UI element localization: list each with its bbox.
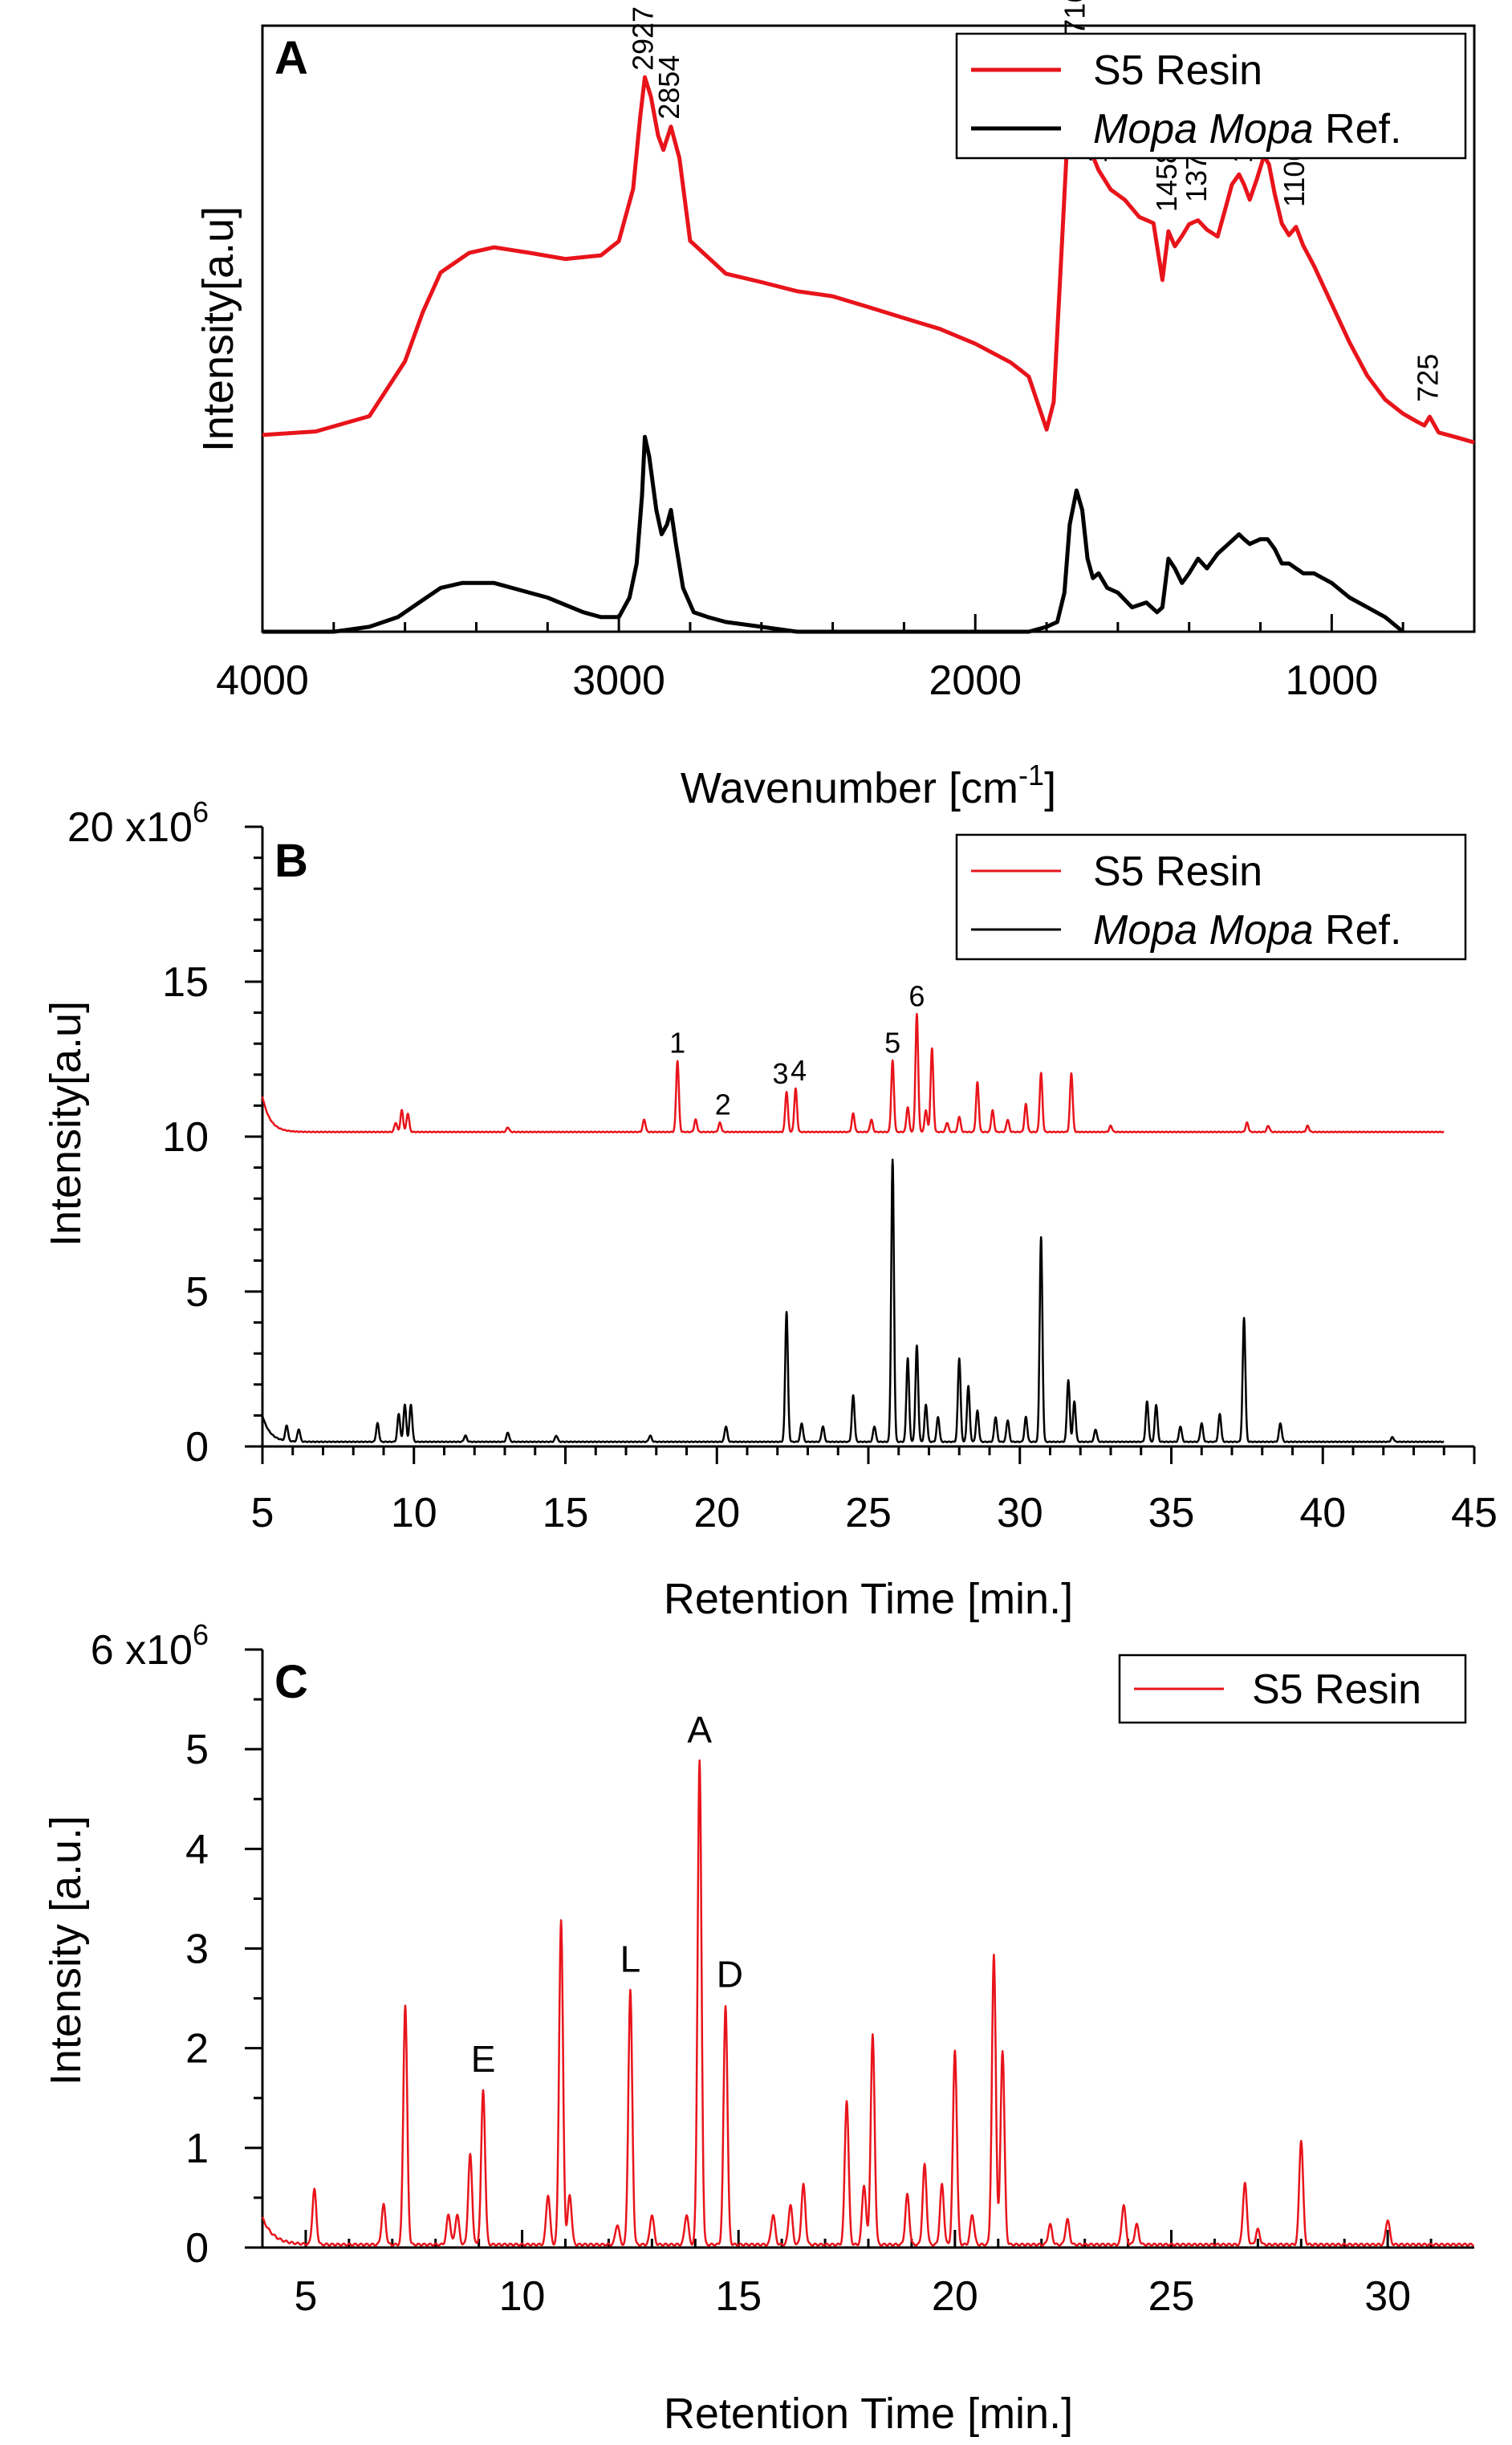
panel-b-xlabel: Retention Time [min.] [664,1575,1073,1623]
panel-c-x-tick-label: 25 [1148,2273,1195,2320]
panel-b-peak-label: 5 [884,1026,900,1059]
panel-b-y-tick-label: 5 [185,1269,209,1316]
panel-c-peak-label: D [717,1953,743,1995]
legend-label-s5-resin: S5 Resin [1093,848,1262,895]
panel-b-y-exponent: 6 [193,795,209,828]
panel-a-x-tick-label: 3000 [572,657,665,704]
panel-a-x-tick-label: 1000 [1286,657,1379,704]
panel-c-peak-label: A [687,1709,712,1751]
panel-b-y-tick-label: 15 [162,959,209,1006]
panel-c-x-tick-label: 20 [932,2273,978,2320]
panel-a-ylabel: Intensity[a.u] [194,206,242,452]
panel-c-xlabel: Retention Time [min.] [664,2390,1073,2438]
panel-c-y-tick-label: 3 [185,1926,209,1973]
panel-b-series-mopa-mopa [261,1158,1445,1443]
panel-b-x-tick-label: 5 [251,1490,274,1536]
panel-a-peak-label: 2854 [652,55,685,120]
panel-b-x-tick-label: 15 [543,1490,589,1536]
legend-label-mopa-italic: Mopa Mopa [1093,106,1314,153]
panel-b-x-tick-label: 30 [997,1490,1043,1536]
panel-b-y-tick-label: 20 x106 [67,795,209,851]
panel-a-legend: S5 Resin Mopa Mopa Ref. [955,32,1467,160]
panel-c-letter: C [274,1656,308,1708]
legend-label-s5-resin: S5 Resin [1252,1666,1421,1713]
panel-b-letter: B [274,835,308,887]
panel-b-x-tick-label: 20 [693,1490,740,1536]
panel-c-y-tick-label: 4 [185,1826,209,1873]
panel-c-x-tick-label: 5 [294,2273,317,2320]
legend-box [955,32,1467,160]
panel-a-x-tick-label: 2000 [929,657,1022,704]
xlabel-suffix: ] [1044,764,1056,812]
panel-c-y-tick-label: 5 [185,1727,209,1773]
panel-c-y-tick-label: 1 [185,2126,209,2172]
panel-a-peak-label: 2927 [627,6,660,71]
panel-a-x-tick-label: 4000 [216,657,309,704]
panel-b-x-tick-label: 35 [1148,1490,1195,1536]
panel-b-x-tick-label: 40 [1299,1490,1346,1536]
panel-c-x-tick-label: 10 [499,2273,546,2320]
panel-b-x-tick-label: 45 [1451,1490,1498,1536]
panel-c-y-exponent: 6 [193,1618,209,1651]
panel-b-x-tick-label: 10 [391,1490,437,1536]
panel-b-peak-label: 3 [773,1057,789,1090]
panel-b-series-s5-resin [261,1012,1445,1133]
panel-b-y-tick-label: 0 [185,1424,209,1471]
panel-b-legend: S5 Resin Mopa Mopa Ref. [955,833,1467,961]
panel-b-ylabel: Intensity[a.u] [42,1001,90,1247]
legend-label-mopa-mopa: Mopa Mopa Ref. [1093,907,1401,954]
panel-b-peak-label: 1 [669,1026,685,1059]
panel-c-legend: S5 Resin [1118,1654,1467,1724]
panel-b-peak-label: 4 [791,1054,807,1087]
panel-c-y-tick-label: 2 [185,2026,209,2073]
legend-label-s5-resin: S5 Resin [1093,47,1262,94]
xlabel-prefix: Wavenumber [cm [681,764,1018,812]
panel-c-peak-label: E [471,2038,496,2080]
panel-c-x-tick-label: 15 [715,2273,762,2320]
legend-label-mopa-italic: Mopa Mopa [1093,907,1314,954]
panel-c-series-s5-resin [261,1759,1475,2247]
legend-label-mopa-rest: Ref. [1314,907,1402,954]
panel-b-peak-label: 2 [715,1088,731,1121]
panel-a-series-mopa-mopa [262,434,1404,634]
panel-b-y-tick-label: 10 [162,1114,209,1161]
legend-label-mopa-mopa: Mopa Mopa Ref. [1093,106,1401,153]
panel-c-peak-label: L [620,1939,641,1980]
xlabel-superscript: -1 [1018,759,1044,791]
panel-c-y-tick-label: 6 x106 [91,1618,209,1674]
panel-b-x-tick-label: 25 [845,1490,892,1536]
legend-box [955,833,1467,961]
panel-c-x-tick-label: 30 [1364,2273,1411,2320]
legend-label-mopa-rest: Ref. [1314,106,1402,153]
panel-a-letter: A [274,32,308,84]
panel-c-ylabel: Intensity [a.u.] [42,1816,90,2085]
panel-c-y-tick-label: 0 [185,2225,209,2272]
panel-b-peak-label: 6 [908,980,925,1013]
panel-a-xlabel: Wavenumber [cm-1] [681,759,1056,812]
panel-a-peak-label: 725 [1411,354,1444,402]
